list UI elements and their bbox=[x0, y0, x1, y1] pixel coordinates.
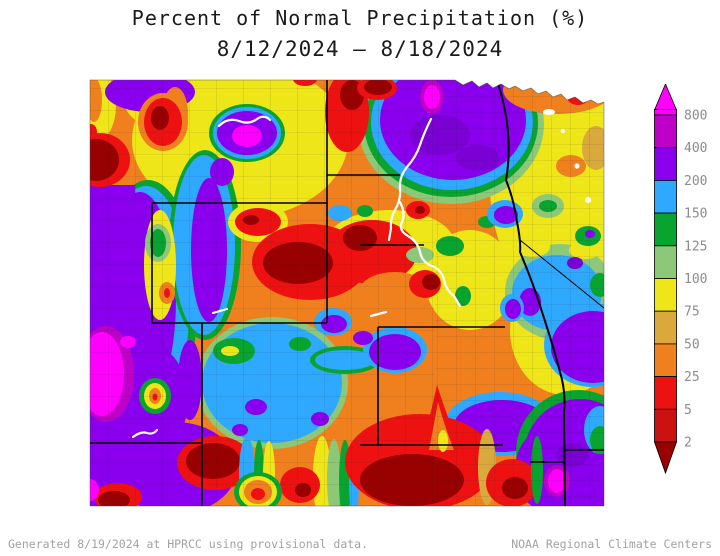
county-grid bbox=[90, 80, 604, 506]
legend-color-segment bbox=[654, 278, 677, 312]
legend-arrow-top bbox=[654, 84, 678, 111]
legend-tick-label: 125 bbox=[684, 239, 707, 254]
legend-tick-label: 200 bbox=[684, 174, 707, 189]
map-title: Percent of Normal Precipitation (%) 8/12… bbox=[0, 6, 720, 61]
precip-contour-map bbox=[89, 79, 605, 507]
legend-tick-label: 2 bbox=[684, 436, 692, 451]
state-borders bbox=[90, 80, 604, 506]
lake-dots bbox=[543, 109, 591, 203]
legend-tick-label: 400 bbox=[684, 141, 707, 156]
legend-color-segment bbox=[654, 147, 677, 181]
legend-tick-label: 25 bbox=[684, 370, 700, 385]
legend-color-segment bbox=[654, 310, 677, 345]
legend-color-segment bbox=[654, 245, 677, 279]
legend-color-segment bbox=[654, 212, 677, 247]
legend-color-segment bbox=[654, 109, 677, 116]
noaa-credit: NOAA Regional Climate Centers bbox=[511, 537, 712, 551]
legend-tick-label: 150 bbox=[684, 207, 707, 222]
legend-tick-label: 75 bbox=[684, 305, 700, 320]
legend-color-segment bbox=[654, 376, 677, 410]
legend-tick-label: 100 bbox=[684, 272, 707, 287]
date-range: 8/12/2024 – 8/18/2024 bbox=[216, 37, 504, 61]
legend-tick-label: 5 bbox=[684, 403, 692, 418]
generated-note: Generated 8/19/2024 at HPRCC using provi… bbox=[8, 537, 369, 551]
legend-tick-label: 800 bbox=[684, 109, 707, 124]
legend-color-segment bbox=[654, 343, 677, 377]
legend-color-segment bbox=[654, 180, 677, 214]
page-title: Percent of Normal Precipitation (%) bbox=[131, 6, 589, 30]
contour-field bbox=[90, 80, 604, 506]
legend-arrow-bottom bbox=[654, 441, 678, 475]
legend-color-segment bbox=[654, 408, 677, 443]
color-scale-legend: 800 400 200 150 125 100 75 50 25 5 2 bbox=[654, 84, 707, 475]
legend-color-segment bbox=[654, 114, 677, 149]
rivers bbox=[131, 115, 462, 439]
legend-tick-label: 50 bbox=[684, 337, 700, 352]
map-outline bbox=[89, 79, 605, 507]
